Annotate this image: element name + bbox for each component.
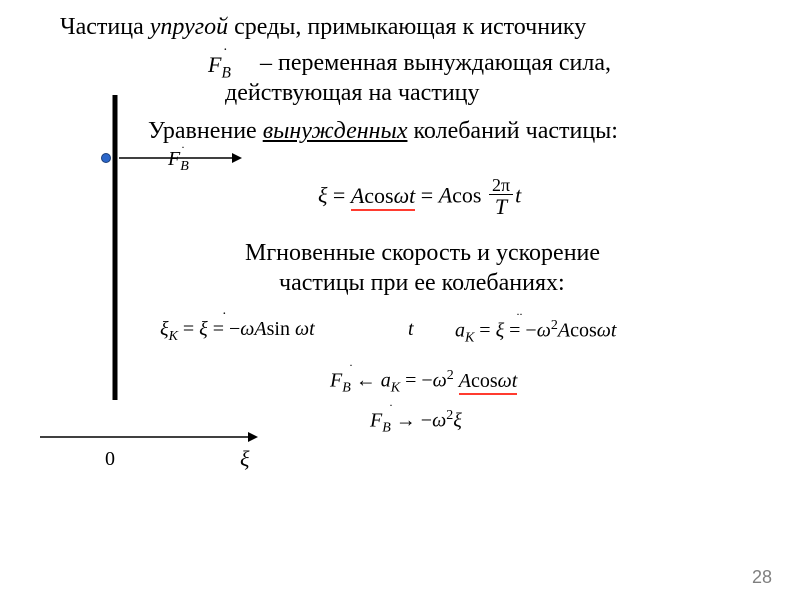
eq-velocity: ξК = ξ = −ωAsin ωt (160, 318, 315, 345)
fb2-dot: · (181, 140, 185, 155)
eqf1-sub: В (342, 381, 351, 396)
line1-post: среды, примыкающая к источнику (228, 14, 586, 40)
eqv-sin: sin (267, 318, 290, 340)
line4-post: колебаний частицы: (407, 118, 618, 144)
line4: Уравнение вынужденных колебаний частицы: (148, 118, 618, 145)
eq1-T: T (489, 195, 513, 219)
eqa-t: t (611, 320, 617, 342)
eqv-A: A (254, 318, 266, 340)
particle-dot (102, 154, 111, 163)
eqf1-cos: cos (471, 370, 498, 392)
eqf1-F: F (330, 370, 342, 392)
t-ddot-sym: t (408, 318, 414, 341)
eqf1-t: t (512, 370, 518, 392)
eqf1-A: A (459, 370, 471, 392)
line6: частицы при ее колебаниях: (279, 270, 565, 297)
eq1-cos2: cos (452, 183, 481, 208)
eqa-omega2: ω (597, 320, 611, 342)
fb2-F: F (168, 148, 180, 170)
eq1-A2: A (439, 183, 452, 208)
eqa-omega: ω (537, 320, 551, 342)
line5: Мгновенные скорость и ускорение (245, 240, 600, 267)
eqf2-omega: ω (432, 410, 446, 432)
eqf2-dot: · (389, 398, 393, 413)
eqa-sub: К (465, 331, 474, 346)
eqv-t: t (309, 318, 315, 340)
axis-xi: ξ (240, 446, 249, 472)
eqf2-sub: В (382, 421, 391, 436)
eq-f2: FВ → −ω2ξ (370, 408, 462, 437)
eqa-ddot: ·· (516, 307, 522, 322)
eqa-xi: ξ (496, 320, 505, 342)
fb-dot-top: · (223, 43, 228, 59)
line4-italic: вынужденных (263, 118, 408, 144)
eq-accel: aК = ξ = −ω2Acosωt (455, 318, 616, 347)
eq1-2pi: 2π (489, 176, 513, 195)
eqf1-a: a (381, 370, 391, 392)
eq1-frac: 2π T (489, 176, 513, 219)
eqa-cos: cos (570, 320, 597, 342)
eqf1-omega: ω (433, 370, 447, 392)
eqa-A: A (558, 320, 570, 342)
fb-sub: В (221, 64, 230, 81)
line2: – переменная вынуждающая сила, (260, 50, 611, 77)
eqa-a: a (455, 320, 465, 342)
fb-arrow-label: FВ (168, 148, 189, 175)
eqf2-xi: ξ (453, 410, 462, 432)
eqf1-omega2: ω (498, 370, 512, 392)
eqv-xidot: ξ (199, 318, 208, 340)
axis-zero: 0 (105, 448, 115, 471)
eqf1-arrow: ← (356, 370, 376, 392)
eqv-xi: ξ (160, 318, 169, 340)
eq1-cos1: cos (364, 183, 393, 208)
eqv-omega: ω (240, 318, 254, 340)
fb2-sub: В (180, 159, 189, 174)
t-sym: t (408, 318, 414, 340)
eq1-A: A (351, 183, 364, 208)
eq1-xi: ξ (318, 183, 327, 208)
line1: Частица упругой среды, примыкающая к ист… (60, 14, 586, 41)
eqf1-dot: · (349, 358, 353, 373)
line4-pre: Уравнение (148, 118, 263, 144)
slide: Частица упругой среды, примыкающая к ист… (0, 0, 800, 600)
eqf2-F: F (370, 410, 382, 432)
eq1-t1: t (409, 183, 415, 208)
eq1-t2: t (515, 183, 521, 208)
eqf1-subK: К (391, 381, 400, 396)
page-number: 28 (752, 567, 772, 588)
eq1: ξ = Acosωt = Acos 2π T t (318, 176, 521, 219)
eq1-omega: ω (394, 183, 410, 208)
xi-axis-arrowhead (248, 432, 258, 442)
line3: действующая на частицу (225, 80, 480, 107)
eqv-omega2: ω (295, 318, 309, 340)
line1-pre: Частица (60, 14, 150, 40)
eqf2-arrow: → (396, 410, 416, 432)
eqv-sub: К (169, 329, 178, 344)
line1-italic: упругой (150, 14, 228, 40)
eqv-dot: · (222, 307, 227, 323)
force-arrow-head (232, 153, 242, 163)
eq-f1: FВ ← aК = −ω2 Acosωt (330, 368, 517, 397)
fb-F: F (208, 52, 221, 77)
